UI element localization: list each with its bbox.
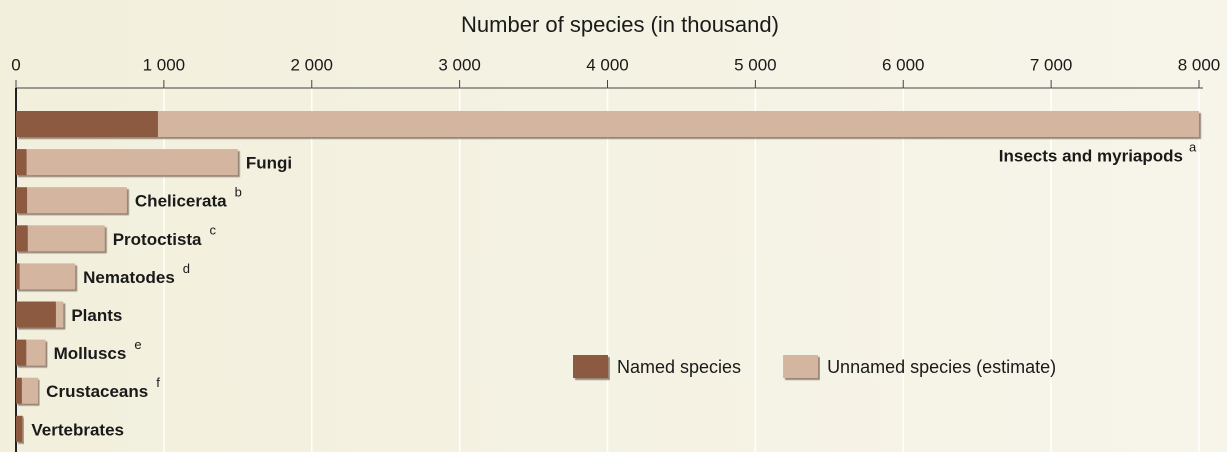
bar-group <box>16 187 127 214</box>
bar-segment <box>55 301 64 328</box>
bar-segment <box>16 225 28 252</box>
bar-group <box>16 225 105 252</box>
category-label: Nematodes <box>83 268 175 287</box>
footnote-mark: b <box>235 185 242 200</box>
x-tick-label: 8 000 <box>1178 55 1221 74</box>
footnote-mark: f <box>156 375 160 390</box>
bar-segment <box>21 377 39 404</box>
x-tick-label: 5 000 <box>734 55 777 74</box>
bar-segment <box>157 111 1200 137</box>
bar-group <box>16 339 46 366</box>
x-tick-label: 4 000 <box>586 55 629 74</box>
bar-segment <box>22 415 24 442</box>
bar-group <box>16 301 64 328</box>
chart-title: Number of species (in thousand) <box>461 12 779 37</box>
category-label: Chelicerata <box>135 192 227 211</box>
bar-segment <box>16 415 23 442</box>
legend-swatch <box>783 355 819 378</box>
footnote-mark: a <box>1189 139 1197 154</box>
category-label: Fungi <box>246 154 292 173</box>
footnote-mark: d <box>183 261 190 276</box>
category-label: Insects and myriapods <box>999 146 1183 165</box>
footnote-mark: e <box>134 337 141 352</box>
legend-label: Unnamed species (estimate) <box>827 357 1056 377</box>
bar-group <box>16 415 24 442</box>
category-label: Protoctista <box>113 230 202 249</box>
category-label: Vertebrates <box>31 420 124 439</box>
bar-segment <box>16 301 56 328</box>
bar-segment <box>16 149 27 176</box>
footnote-mark: c <box>210 223 217 238</box>
x-tick-label: 1 000 <box>143 55 186 74</box>
bar-segment <box>27 225 105 252</box>
bar-group <box>16 263 76 290</box>
bar-segment <box>26 149 238 176</box>
bar-segment <box>26 339 46 366</box>
bar-group <box>16 149 238 176</box>
bar-group <box>16 111 1200 137</box>
x-tick-label: 2 000 <box>290 55 333 74</box>
bar-segment <box>16 187 28 214</box>
legend-label: Named species <box>617 357 741 377</box>
x-tick-label: 7 000 <box>1030 55 1073 74</box>
bar-segment <box>27 187 127 214</box>
bar-group <box>16 377 39 404</box>
bar-segment <box>19 263 76 290</box>
legend-swatch <box>573 355 608 378</box>
bar-segment <box>16 339 27 366</box>
category-label: Plants <box>71 306 122 325</box>
bar-segment <box>16 263 20 290</box>
bar-segment <box>16 111 158 137</box>
category-label: Crustaceans <box>46 382 148 401</box>
x-tick-label: 3 000 <box>438 55 481 74</box>
bar-segment <box>16 377 22 404</box>
category-label: Molluscs <box>54 344 127 363</box>
x-tick-label: 0 <box>11 55 20 74</box>
x-tick-label: 6 000 <box>882 55 925 74</box>
